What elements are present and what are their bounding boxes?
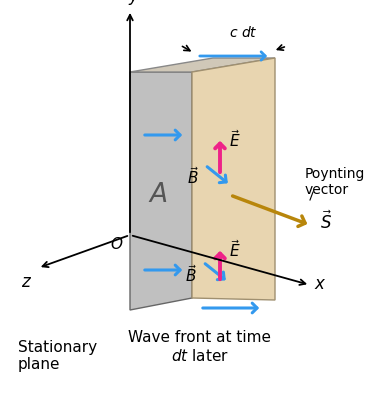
Text: O: O	[110, 237, 122, 252]
Text: Stationary
plane: Stationary plane	[18, 340, 97, 373]
Text: A: A	[149, 182, 167, 208]
Polygon shape	[130, 58, 275, 72]
Text: Poynting
vector: Poynting vector	[305, 167, 366, 197]
Text: $c\ dt$: $c\ dt$	[229, 25, 258, 40]
Text: $\vec{B}$: $\vec{B}$	[186, 166, 199, 187]
Polygon shape	[192, 58, 275, 300]
Text: $\vec{S}$: $\vec{S}$	[320, 211, 332, 233]
Text: Wave front at time
$dt$ later: Wave front at time $dt$ later	[129, 330, 272, 364]
Text: y: y	[128, 0, 138, 5]
Text: $\vec{B}$: $\vec{B}$	[185, 265, 197, 285]
Polygon shape	[130, 72, 192, 310]
Text: $\vec{E}$: $\vec{E}$	[229, 240, 241, 260]
Text: z: z	[21, 273, 30, 291]
Text: x: x	[314, 275, 324, 293]
Text: $\vec{E}$: $\vec{E}$	[229, 129, 241, 150]
